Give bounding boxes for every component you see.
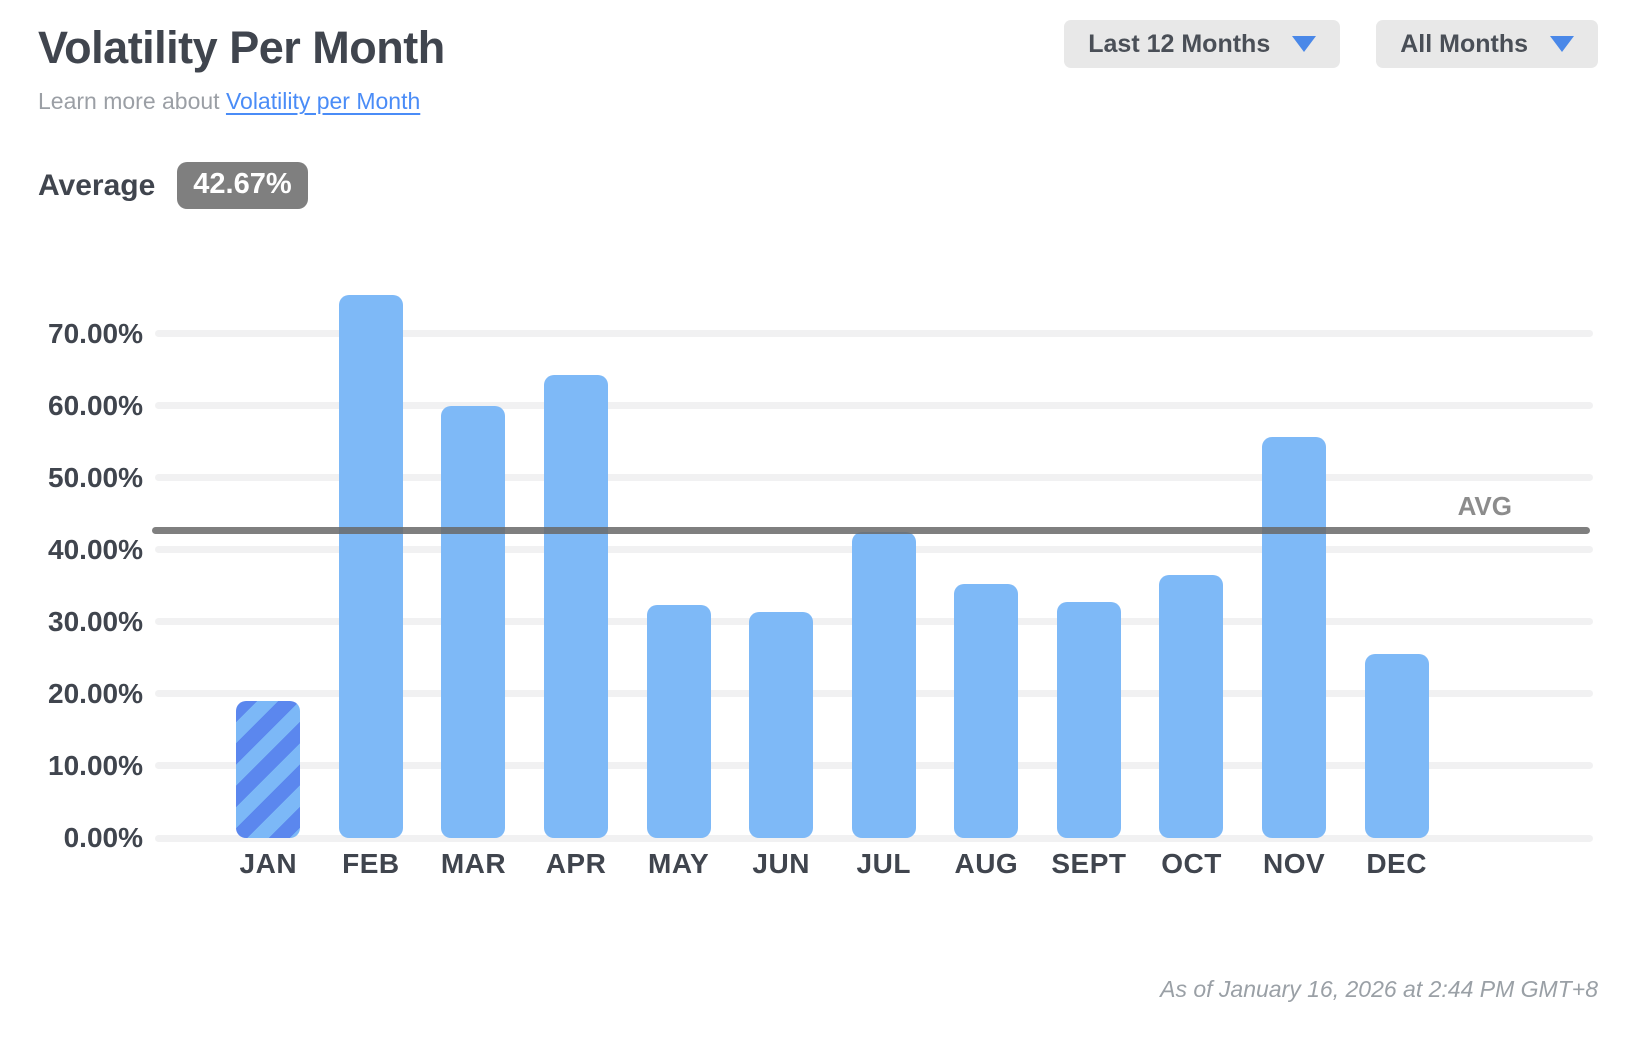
bar-sept[interactable] bbox=[1056, 602, 1121, 838]
bar-apr[interactable] bbox=[544, 375, 609, 838]
gridline-70 bbox=[155, 330, 1593, 338]
bar-feb[interactable] bbox=[338, 294, 403, 838]
x-axis-label-nov: NOV bbox=[1262, 848, 1326, 879]
y-tick-label-10: 10.00% bbox=[48, 749, 143, 781]
bar-cell-jan bbox=[217, 276, 320, 838]
bar-cell-mar bbox=[422, 276, 525, 838]
y-tick-label-20: 20.00% bbox=[48, 677, 143, 709]
bar-cell-nov bbox=[1243, 276, 1346, 838]
x-axis-label-jan: JAN bbox=[239, 848, 298, 879]
x-axis-label-sept: SEPT bbox=[1051, 848, 1127, 879]
dropdown-last-12-months[interactable]: Last 12 Months bbox=[1064, 20, 1341, 68]
y-axis: 70.00% 60.00% 50.00% 40.00% 30.00% 20.00% 10.0… bbox=[38, 276, 155, 853]
bar-jan[interactable] bbox=[236, 701, 301, 838]
gridline-0 bbox=[155, 834, 1593, 842]
x-labels: JAN FEB MAR APR MAY JUN JUL AUG SEPT OCT NOV DEC bbox=[155, 848, 1598, 880]
bar-aug[interactable] bbox=[954, 584, 1019, 838]
bar-cell-sept bbox=[1038, 276, 1141, 838]
average-value-badge: 42.67% bbox=[177, 162, 308, 209]
y-tick-label-40: 40.00% bbox=[48, 533, 143, 565]
y-tick-label-0: 0.00% bbox=[63, 822, 143, 853]
bar-jun[interactable] bbox=[749, 611, 814, 838]
gridline-60 bbox=[155, 402, 1593, 410]
bar-nov[interactable] bbox=[1262, 437, 1327, 838]
bar-cell-may bbox=[627, 276, 730, 838]
bar-cell-aug bbox=[935, 276, 1038, 838]
x-axis-label-jun: JUN bbox=[752, 848, 810, 879]
bar-cell-feb bbox=[320, 276, 423, 838]
chevron-down-icon bbox=[1550, 36, 1574, 52]
bar-jul[interactable] bbox=[851, 531, 916, 838]
dropdown-label: All Months bbox=[1400, 29, 1528, 58]
x-axis-label-jul: JUL bbox=[856, 848, 911, 879]
x-axis-label-dec: DEC bbox=[1366, 848, 1427, 879]
bar-may[interactable] bbox=[646, 604, 711, 838]
volatility-bar-chart: 70.00% 60.00% 50.00% 40.00% 30.00% 20.00% 10.0… bbox=[38, 276, 1598, 880]
x-axis-label-feb: FEB bbox=[342, 848, 400, 879]
bar-cell-jun bbox=[730, 276, 833, 838]
y-tick-label-70: 70.00% bbox=[48, 317, 143, 349]
gridline-50 bbox=[155, 474, 1593, 482]
average-line bbox=[152, 527, 1590, 535]
footer-timestamp: As of January 16, 2026 at 2:44 PM GMT+8 bbox=[1160, 976, 1598, 1002]
learn-more-link[interactable]: Volatility per Month bbox=[225, 88, 421, 114]
bar-cell-oct bbox=[1140, 276, 1243, 838]
plot-area: AVG bbox=[152, 276, 1598, 842]
bar-mar[interactable] bbox=[441, 405, 506, 838]
average-label: Average bbox=[38, 168, 156, 202]
bar-cell-dec bbox=[1345, 276, 1448, 838]
bar-cell-apr bbox=[525, 276, 628, 838]
average-row: Average 42.67% bbox=[38, 162, 1598, 209]
bar-oct[interactable] bbox=[1159, 575, 1224, 838]
dropdown-all-months[interactable]: All Months bbox=[1376, 20, 1598, 68]
x-axis-label-aug: AUG bbox=[954, 848, 1019, 879]
subtitle: Learn more about Volatility per Month bbox=[38, 88, 445, 115]
page-title: Volatility Per Month bbox=[38, 22, 445, 73]
y-tick-label-60: 60.00% bbox=[48, 389, 143, 421]
header: Volatility Per Month Learn more about Vo… bbox=[38, 18, 1598, 115]
bar-dec[interactable] bbox=[1364, 654, 1429, 838]
x-axis-label-apr: APR bbox=[545, 848, 607, 879]
header-left: Volatility Per Month Learn more about Vo… bbox=[38, 18, 445, 115]
x-axis-label-may: MAY bbox=[648, 848, 710, 879]
x-axis-label-mar: MAR bbox=[440, 848, 507, 879]
average-line-label: AVG bbox=[1457, 490, 1512, 521]
chart-body: 70.00% 60.00% 50.00% 40.00% 30.00% 20.00% 10.0… bbox=[38, 276, 1598, 853]
bars-container bbox=[155, 276, 1598, 838]
y-tick-label-50: 50.00% bbox=[48, 461, 143, 493]
x-axis-label-oct: OCT bbox=[1161, 848, 1222, 879]
chevron-down-icon bbox=[1292, 36, 1317, 52]
y-tick-label-30: 30.00% bbox=[48, 605, 143, 637]
x-axis: JAN FEB MAR APR MAY JUN JUL AUG SEPT OCT NOV DEC bbox=[38, 848, 1598, 880]
subtitle-prefix: Learn more about bbox=[38, 88, 226, 114]
bar-cell-jul bbox=[832, 276, 935, 838]
dropdown-label: Last 12 Months bbox=[1088, 29, 1271, 58]
dropdowns: Last 12 Months All Months bbox=[1064, 20, 1598, 68]
